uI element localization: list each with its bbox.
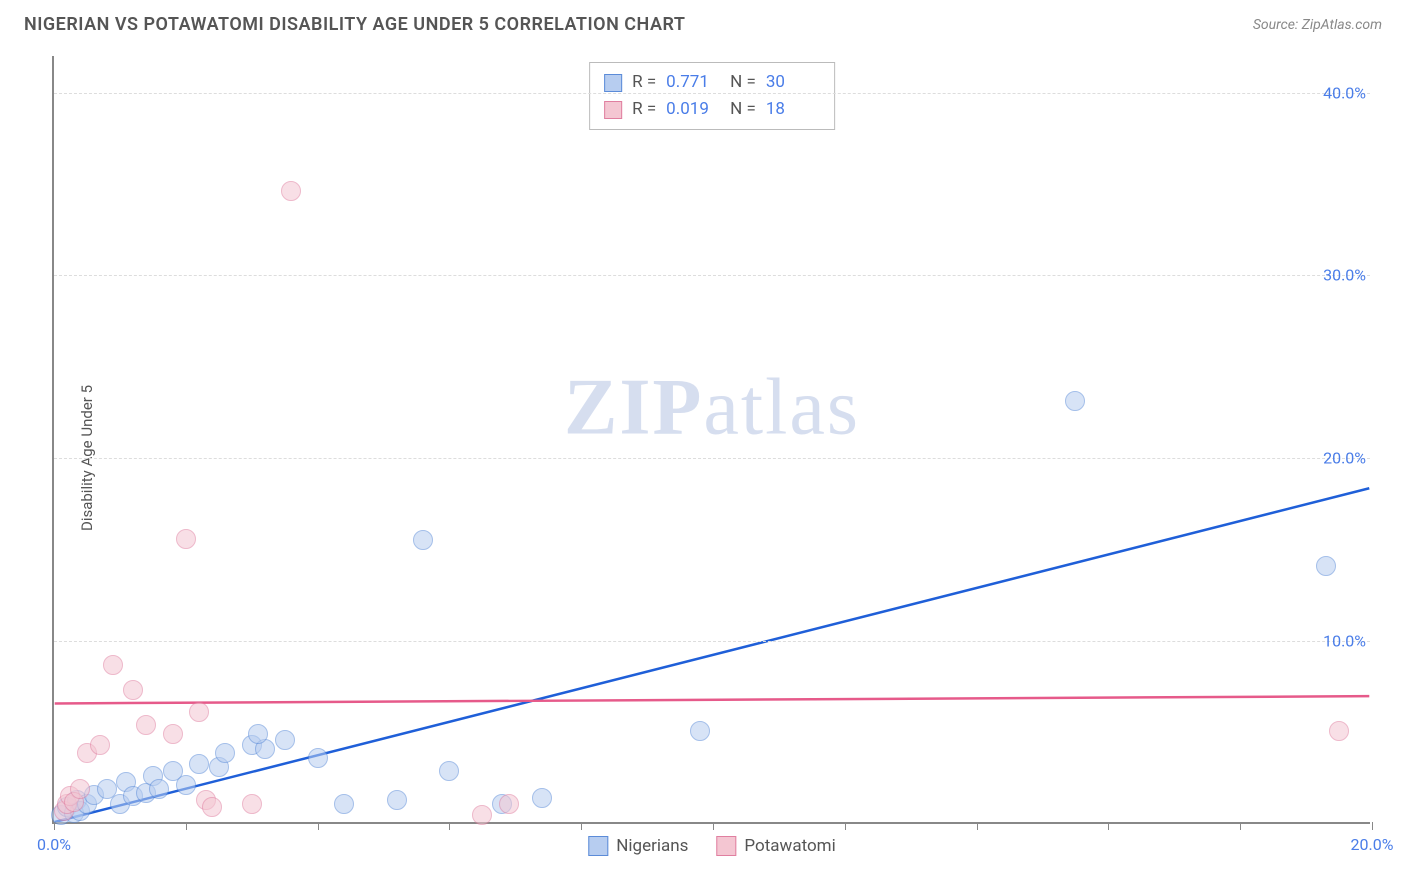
scatter-point (116, 772, 136, 792)
legend-swatch-icon (604, 101, 622, 119)
scatter-point (281, 181, 301, 201)
legend-swatch-icon (716, 836, 736, 856)
x-tick (977, 822, 978, 830)
scatter-point (189, 702, 209, 722)
scatter-point (472, 805, 492, 825)
scatter-point (110, 794, 130, 814)
trend-line (55, 696, 1370, 703)
bottom-legend: Nigerians Potawatomi (588, 836, 835, 856)
gridline (54, 641, 1370, 642)
scatter-point (209, 757, 229, 777)
scatter-point (189, 754, 209, 774)
scatter-point (176, 775, 196, 795)
chart-title: NIGERIAN VS POTAWATOMI DISABILITY AGE UN… (24, 14, 685, 35)
scatter-point (60, 786, 80, 806)
watermark: ZIPatlas (564, 363, 860, 454)
scatter-point (70, 801, 90, 821)
scatter-point (1065, 391, 1085, 411)
x-tick (54, 822, 55, 830)
chart-area: Disability Age Under 5 ZIPatlas R = 0.77… (0, 48, 1406, 868)
scatter-point (387, 790, 407, 810)
scatter-point (308, 748, 328, 768)
x-tick (318, 822, 319, 830)
scatter-point (90, 735, 110, 755)
trend-line (55, 488, 1370, 822)
scatter-point (255, 739, 275, 759)
scatter-point (532, 788, 552, 808)
legend-item: Potawatomi (716, 836, 835, 856)
scatter-point (196, 790, 216, 810)
x-tick-label: 20.0% (1351, 835, 1394, 854)
scatter-point (215, 743, 235, 763)
x-tick (1372, 822, 1373, 830)
scatter-point (492, 794, 512, 814)
x-tick (449, 822, 450, 830)
scatter-point (248, 724, 268, 744)
scatter-point (413, 530, 433, 550)
scatter-point (149, 779, 169, 799)
stats-legend: R = 0.771 N = 30 R = 0.019 N = 18 (589, 62, 835, 130)
scatter-point (67, 790, 87, 810)
trend-lines (54, 56, 1370, 822)
x-tick (1108, 822, 1109, 830)
scatter-point (123, 680, 143, 700)
scatter-point (163, 724, 183, 744)
scatter-point (103, 655, 123, 675)
header: NIGERIAN VS POTAWATOMI DISABILITY AGE UN… (0, 0, 1406, 43)
scatter-point (439, 761, 459, 781)
scatter-point (275, 730, 295, 750)
scatter-point (57, 794, 77, 814)
scatter-point (334, 794, 354, 814)
scatter-point (70, 779, 90, 799)
gridline (54, 93, 1370, 94)
scatter-point (163, 761, 183, 781)
scatter-point (84, 785, 104, 805)
y-tick-label: 40.0% (1323, 83, 1372, 102)
y-tick-label: 20.0% (1323, 449, 1372, 468)
scatter-point (1316, 556, 1336, 576)
x-tick-label: 0.0% (37, 835, 71, 854)
scatter-point (136, 783, 156, 803)
scatter-point (123, 786, 143, 806)
x-tick (581, 822, 582, 830)
x-tick (845, 822, 846, 830)
scatter-point (64, 803, 84, 823)
scatter-point (77, 743, 97, 763)
gridline (54, 275, 1370, 276)
y-tick-label: 30.0% (1323, 266, 1372, 285)
scatter-point (54, 801, 74, 821)
scatter-point (77, 794, 97, 814)
scatter-point (690, 721, 710, 741)
scatter-point (1329, 721, 1349, 741)
scatter-point (64, 792, 84, 812)
legend-swatch-icon (588, 836, 608, 856)
scatter-point (57, 797, 77, 817)
scatter-point (136, 715, 156, 735)
scatter-point (242, 794, 262, 814)
scatter-point (176, 529, 196, 549)
y-tick-label: 10.0% (1323, 632, 1372, 651)
legend-item: Nigerians (588, 836, 688, 856)
source-label: Source: ZipAtlas.com (1253, 17, 1382, 33)
legend-swatch-icon (604, 74, 622, 92)
scatter-point (242, 735, 262, 755)
x-tick (186, 822, 187, 830)
stats-row: R = 0.019 N = 18 (604, 96, 820, 123)
scatter-point (499, 794, 519, 814)
plot-region: ZIPatlas R = 0.771 N = 30 R = 0.019 N = … (52, 56, 1370, 824)
scatter-point (202, 797, 222, 817)
x-tick (713, 822, 714, 830)
scatter-point (143, 766, 163, 786)
gridline (54, 458, 1370, 459)
x-tick (1240, 822, 1241, 830)
scatter-point (97, 779, 117, 799)
